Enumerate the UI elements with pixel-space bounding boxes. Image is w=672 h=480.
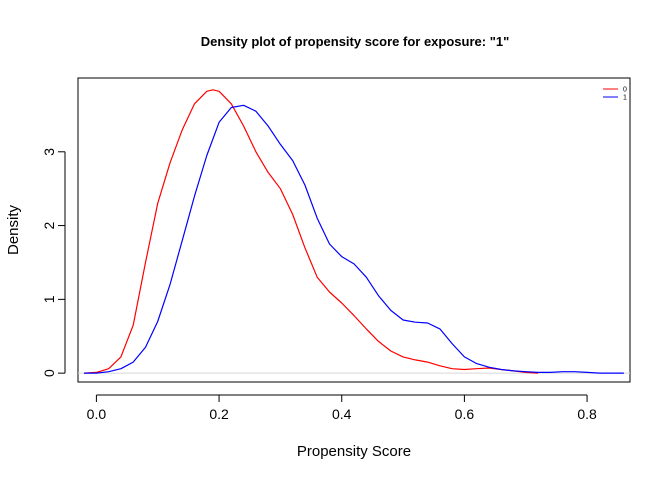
x-tick-label: 0.0 <box>87 406 107 422</box>
density-line-series-1 <box>84 104 624 374</box>
x-tick-label: 0.4 <box>332 406 352 422</box>
x-axis: 0.0 0.2 0.4 0.6 0.8 <box>87 394 597 422</box>
density-line-series-0 <box>84 89 539 374</box>
chart-title: Density plot of propensity score for exp… <box>201 34 510 49</box>
x-tick-label: 0.6 <box>455 406 475 422</box>
legend: 01 <box>603 87 627 102</box>
x-tick-label: 0.8 <box>577 406 597 422</box>
y-axis-label: Density <box>5 204 22 255</box>
y-tick-label: 0 <box>41 369 57 377</box>
plot-frame <box>77 77 631 383</box>
legend-label-series-1: 1 <box>623 95 627 102</box>
y-tick-label: 1 <box>41 295 57 303</box>
x-axis-label: Propensity Score <box>297 443 411 460</box>
y-axis: 0 1 2 3 <box>41 148 66 377</box>
legend-label-series-0: 0 <box>623 87 627 94</box>
y-tick-label: 2 <box>41 221 57 229</box>
x-tick-label: 0.2 <box>209 406 229 422</box>
y-tick-label: 3 <box>41 148 57 156</box>
series-layer <box>84 89 624 374</box>
